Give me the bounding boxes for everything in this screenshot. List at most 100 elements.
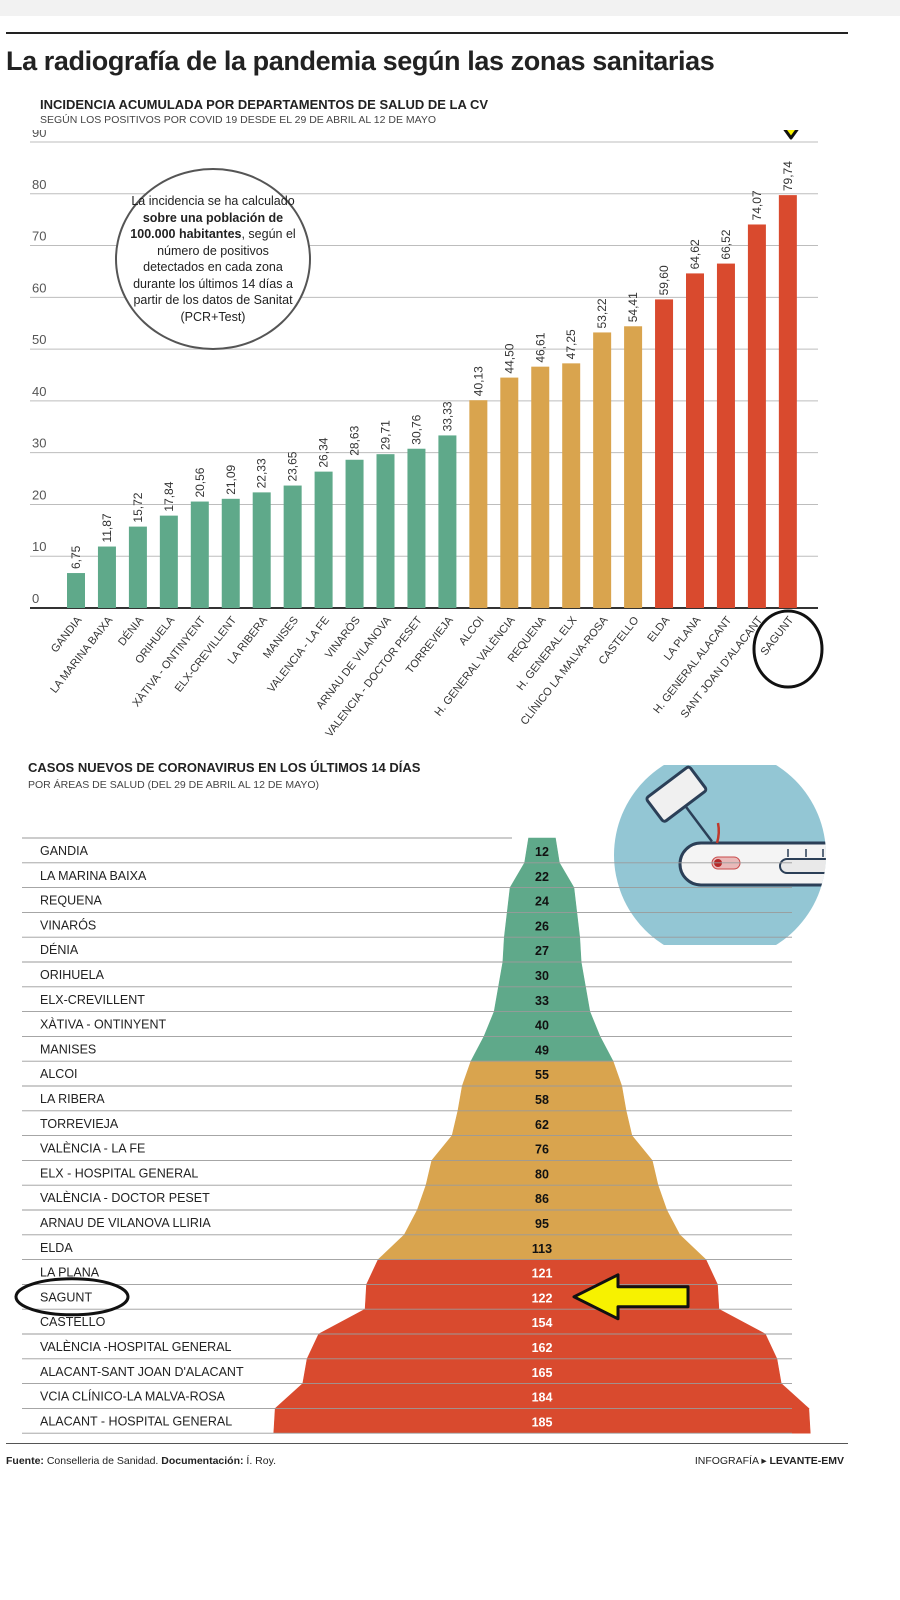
bar — [314, 471, 333, 608]
row-category-label: LA MARINA BAIXA — [40, 869, 147, 883]
row-value-label: 154 — [532, 1316, 553, 1330]
circle-marker-icon — [14, 1277, 130, 1317]
row-category-label: VALÈNCIA - LA FE — [40, 1141, 145, 1156]
bar — [593, 332, 612, 608]
bar — [159, 515, 178, 608]
bar-value-label: 21,09 — [224, 464, 238, 494]
row-value-label: 165 — [532, 1366, 553, 1380]
row-value-label: 33 — [535, 994, 549, 1008]
bar — [531, 366, 550, 608]
bar — [747, 224, 766, 608]
x-category-label: DÉNIA — [115, 613, 146, 648]
row-category-label: MANISES — [40, 1042, 96, 1056]
row-value-label: 113 — [532, 1242, 552, 1256]
bar-value-label: 47,25 — [564, 329, 578, 359]
circle-marker-icon — [752, 609, 824, 689]
row-category-label: VALÈNCIA - DOCTOR PESET — [40, 1190, 210, 1205]
y-tick-label: 0 — [32, 591, 39, 606]
credit-line: INFOGRAFÍA ▸ LEVANTE-EMV — [695, 1455, 844, 1467]
bar-value-label: 54,41 — [626, 292, 640, 322]
bar-value-label: 20,56 — [193, 467, 207, 497]
row-category-label: ORIHUELA — [40, 968, 105, 982]
y-tick-label: 60 — [32, 280, 46, 295]
bar-value-label: 11,87 — [100, 513, 114, 542]
row-value-label: 80 — [535, 1167, 549, 1181]
top-rule — [6, 32, 848, 34]
row-value-label: 185 — [532, 1415, 553, 1429]
chart1-title: INCIDENCIA ACUMULADA POR DEPARTAMENTOS D… — [40, 97, 489, 112]
row-category-label: TORREVIEJA — [40, 1117, 119, 1131]
bar — [252, 492, 271, 608]
bar-value-label: 23,65 — [286, 451, 300, 481]
chart2-title: CASOS NUEVOS DE CORONAVIRUS EN LOS ÚLTIM… — [28, 760, 421, 775]
bar — [128, 526, 147, 608]
row-category-label: ALACANT - HOSPITAL GENERAL — [40, 1414, 232, 1428]
row-value-label: 122 — [532, 1291, 553, 1305]
row-category-label: CASTELLO — [40, 1315, 106, 1329]
source-line: Fuente: Conselleria de Sanidad. Document… — [6, 1455, 276, 1467]
bar-value-label: 17,84 — [162, 481, 176, 511]
down-arrow-icon — [783, 130, 799, 140]
y-tick-label: 80 — [32, 177, 46, 192]
bar-value-label: 33,33 — [440, 401, 454, 431]
bar-value-label: 66,52 — [719, 229, 733, 259]
bar — [190, 501, 209, 608]
row-category-label: LA PLANA — [40, 1266, 100, 1280]
top-band — [0, 0, 900, 16]
row-category-label: DÉNIA — [40, 942, 79, 957]
row-value-label: 86 — [535, 1192, 549, 1206]
bar-value-label: 29,71 — [379, 420, 393, 450]
row-value-label: 62 — [535, 1118, 549, 1132]
bar-value-label: 64,62 — [688, 239, 702, 269]
bar-value-label: 59,60 — [657, 265, 671, 295]
bar — [67, 573, 85, 608]
row-category-label: SAGUNT — [40, 1290, 92, 1304]
y-tick-label: 40 — [32, 384, 46, 399]
syringe-icon — [614, 765, 826, 945]
bar — [345, 459, 364, 608]
bar-value-label: 28,63 — [348, 425, 362, 455]
y-tick-label: 30 — [32, 436, 46, 451]
row-value-label: 76 — [535, 1143, 549, 1157]
row-value-label: 49 — [535, 1043, 549, 1057]
row-category-label: ARNAU DE VILANOVA LLIRIA — [40, 1216, 211, 1230]
bar-value-label: 46,61 — [533, 332, 547, 362]
callout-part-3: , según el número de positivos detectado… — [133, 227, 296, 324]
row-category-label: ELX-CREVILLENT — [40, 993, 145, 1007]
x-category-label: ALCOI — [457, 614, 487, 647]
y-tick-label: 50 — [32, 332, 46, 347]
row-value-label: 162 — [532, 1341, 553, 1355]
row-category-label: ALCOI — [40, 1067, 78, 1081]
row-value-label: 184 — [532, 1391, 553, 1405]
row-category-label: XÀTIVA - ONTINYENT — [40, 1017, 167, 1032]
row-value-label: 12 — [535, 845, 549, 859]
bottom-rule — [6, 1443, 848, 1444]
row-category-label: ELDA — [40, 1241, 73, 1255]
row-category-label: ALACANT-SANT JOAN D'ALACANT — [40, 1365, 244, 1379]
bar — [655, 299, 674, 608]
new-cases-pyramid-chart: GANDIA 12 LA MARINA BAIXA 22 REQUENA 24 VINARÓ… — [14, 837, 811, 1434]
bar-value-label: 53,22 — [595, 298, 609, 328]
left-arrow-icon — [572, 1273, 690, 1321]
source-value: Conselleria de Sanidad. — [43, 1455, 162, 1467]
callout-text: La incidencia se ha calculado sobre una … — [125, 193, 301, 325]
bar-value-label: 30,76 — [409, 414, 423, 444]
row-value-label: 55 — [535, 1068, 549, 1082]
documentation-value: Í. Roy. — [243, 1455, 276, 1467]
row-category-label: ELX - HOSPITAL GENERAL — [40, 1166, 198, 1180]
bar-value-label: 6,75 — [69, 545, 83, 569]
chart1-subtitle: SEGÚN LOS POSITIVOS POR COVID 19 DESDE E… — [40, 114, 437, 126]
page-title: La radiografía de la pandemia según las … — [6, 46, 715, 76]
bar — [438, 435, 457, 608]
bar — [686, 273, 704, 608]
bar — [283, 485, 302, 608]
bar-value-label: 79,74 — [781, 161, 795, 191]
row-category-label: VALÈNCIA -HOSPITAL GENERAL — [40, 1339, 232, 1354]
bar — [500, 377, 519, 608]
row-value-label: 27 — [535, 944, 549, 958]
row-category-label: REQUENA — [40, 894, 102, 908]
bar — [562, 363, 581, 608]
row-value-label: 26 — [535, 919, 549, 933]
documentation-label: Documentación: — [161, 1455, 244, 1467]
chart2-subtitle: POR ÁREAS DE SALUD (DEL 29 DE ABRIL AL 1… — [28, 779, 319, 791]
